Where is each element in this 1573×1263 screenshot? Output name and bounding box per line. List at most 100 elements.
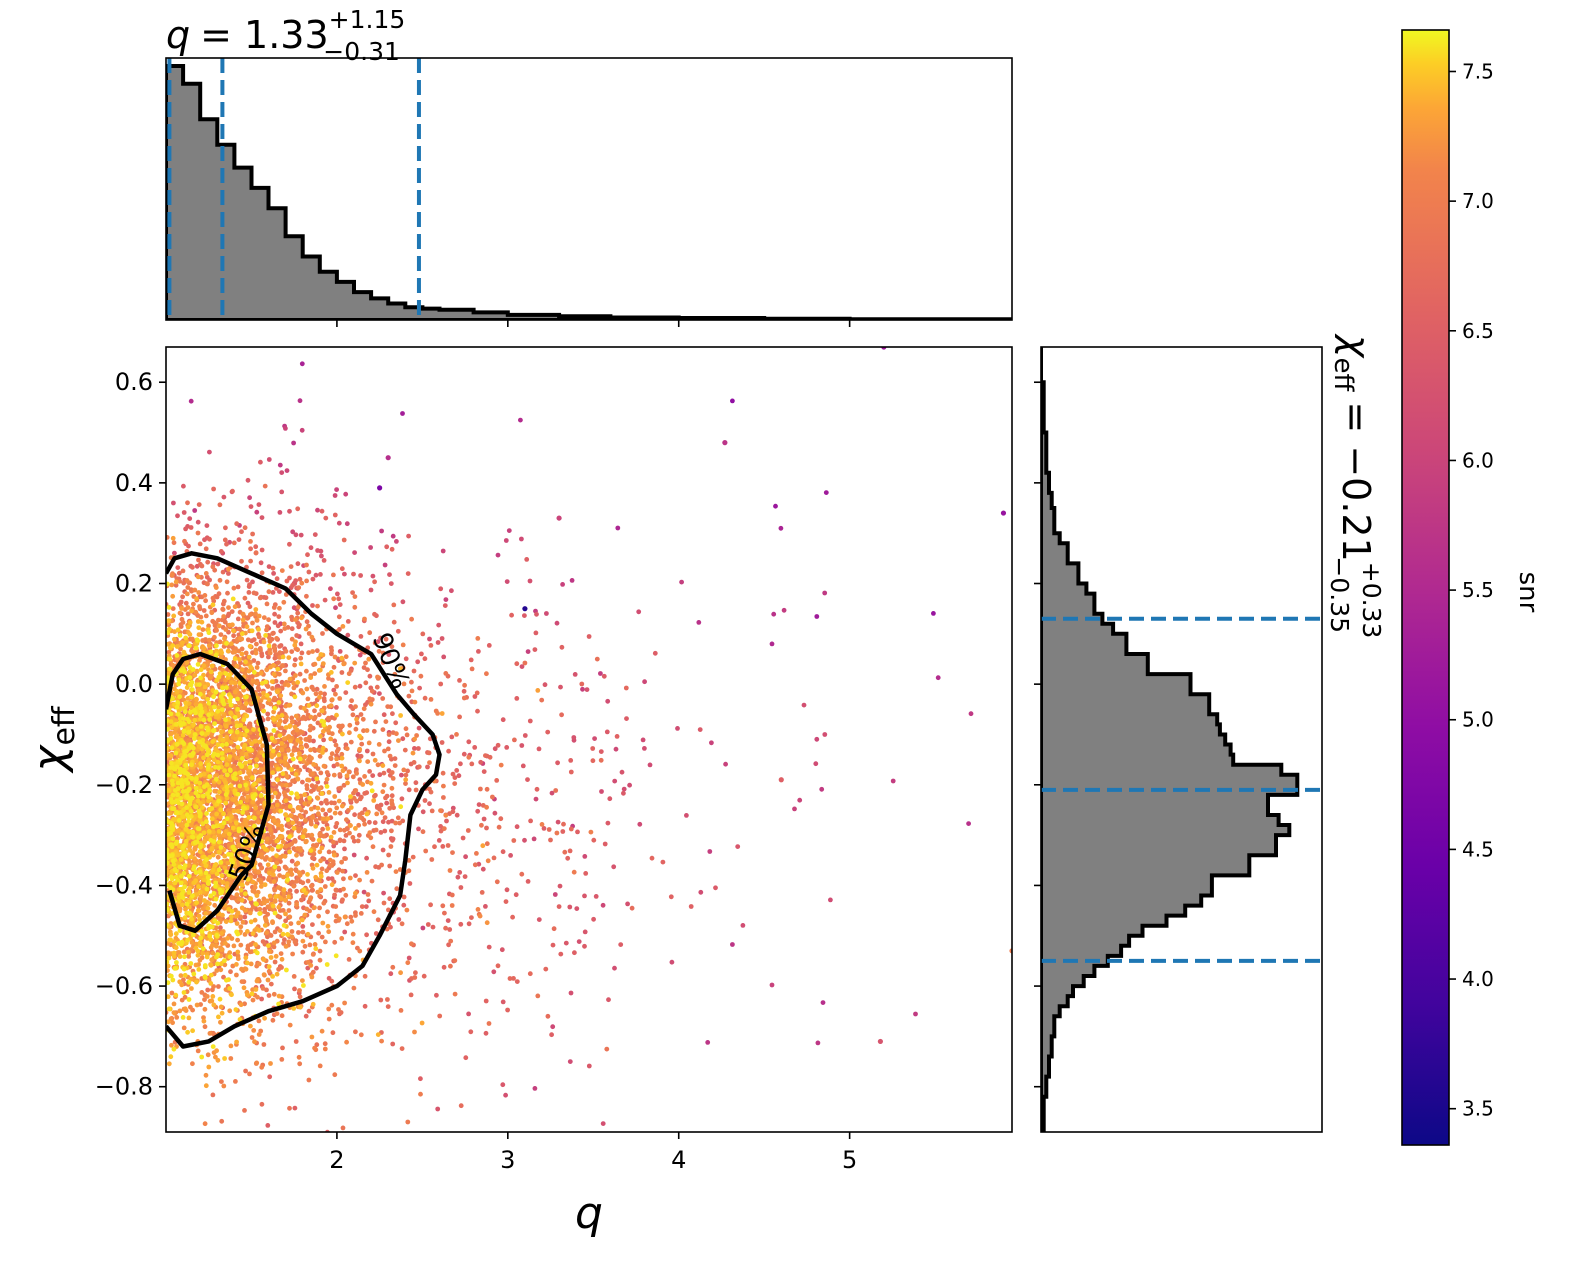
scatter-point xyxy=(508,853,513,858)
scatter-point xyxy=(181,1025,187,1031)
scatter-point xyxy=(185,611,191,617)
scatter-point xyxy=(475,907,481,912)
scatter-point xyxy=(397,820,402,826)
scatter-point xyxy=(319,508,325,514)
scatter-point xyxy=(374,811,380,817)
scatter-point xyxy=(302,912,308,918)
scatter-point xyxy=(303,809,309,815)
scatter-point xyxy=(318,572,323,577)
scatter-point xyxy=(276,614,282,619)
scatter-point xyxy=(232,604,238,610)
scatter-point xyxy=(396,738,401,743)
scatter-point xyxy=(380,789,386,795)
scatter-point xyxy=(705,1040,711,1045)
scatter-point xyxy=(598,749,604,754)
scatter-point xyxy=(230,488,235,494)
scatter-point xyxy=(353,726,359,732)
scatter-point xyxy=(289,879,295,885)
scatter-point xyxy=(223,525,228,531)
scatter-point xyxy=(216,617,221,623)
scatter-point xyxy=(642,746,647,751)
scatter-point xyxy=(332,892,337,898)
scatter-point xyxy=(343,892,349,898)
scatter-point xyxy=(292,986,297,992)
scatter-point xyxy=(286,939,292,945)
scatter-point xyxy=(409,941,414,947)
scatter-point xyxy=(281,621,287,627)
scatter-point xyxy=(261,615,267,620)
scatter-point xyxy=(481,816,487,822)
scatter-point xyxy=(293,879,299,884)
scatter-point xyxy=(412,975,418,980)
scatter-point xyxy=(275,745,281,751)
scatter-point xyxy=(278,804,284,810)
scatter-point xyxy=(357,796,363,802)
scatter-point xyxy=(455,874,461,880)
scatter-point xyxy=(480,866,486,872)
scatter-point xyxy=(556,904,562,909)
scatter-point xyxy=(290,582,295,588)
scatter-point xyxy=(331,664,337,670)
scatter-point xyxy=(291,685,297,691)
scatter-point xyxy=(504,745,510,750)
scatter-point xyxy=(385,746,391,752)
scatter-point xyxy=(310,771,316,777)
scatter-point xyxy=(387,896,393,902)
scatter-point xyxy=(198,894,204,899)
scatter-point xyxy=(175,513,180,519)
scatter-point xyxy=(543,966,549,972)
q-marginal-title: q = 1.33+1.15 −0.31 xyxy=(166,5,405,66)
scatter-point xyxy=(598,671,603,676)
scatter-point xyxy=(242,595,248,601)
scatter-point xyxy=(400,599,406,605)
scatter-point xyxy=(558,684,563,690)
scatter-point xyxy=(495,552,501,558)
scatter-point xyxy=(227,803,233,809)
scatter-point xyxy=(293,532,299,538)
scatter-point xyxy=(187,859,193,865)
scatter-point xyxy=(227,1008,233,1014)
scatter-point xyxy=(357,814,363,820)
scatter-point xyxy=(308,789,314,794)
scatter-point xyxy=(304,578,309,584)
scatter-point xyxy=(769,641,775,647)
scatter-point xyxy=(288,921,294,926)
scatter-point xyxy=(196,632,202,637)
scatter-point xyxy=(486,1021,492,1026)
scatter-point xyxy=(281,736,287,742)
scatter-point xyxy=(525,879,531,884)
scatter-point xyxy=(235,584,241,590)
scatter-point xyxy=(204,581,210,587)
scatter-point xyxy=(252,810,258,816)
scatter-point xyxy=(366,898,372,904)
scatter-point xyxy=(280,782,285,788)
scatter-point xyxy=(340,868,345,874)
scatter-point xyxy=(205,1052,211,1058)
scatter-point xyxy=(173,582,179,588)
scatter-point xyxy=(322,884,328,889)
scatter-point xyxy=(373,719,378,725)
scatter-point xyxy=(274,860,280,866)
scatter-point xyxy=(549,790,555,796)
scatter-point xyxy=(205,987,211,993)
scatter-point xyxy=(418,1091,423,1097)
scatter-point xyxy=(384,544,390,550)
scatter-point xyxy=(590,746,596,751)
scatter-point xyxy=(503,899,509,904)
scatter-point xyxy=(688,904,694,909)
scatter-point xyxy=(337,696,343,701)
scatter-point xyxy=(302,828,308,833)
scatter-point xyxy=(372,611,377,617)
scatter-point xyxy=(256,810,261,815)
scatter-point xyxy=(336,520,342,526)
scatter-point xyxy=(286,908,292,913)
scatter-point xyxy=(393,720,399,726)
scatter-point xyxy=(283,782,289,788)
scatter-point xyxy=(221,614,227,619)
scatter-point xyxy=(229,895,235,901)
scatter-point xyxy=(466,754,472,760)
scatter-point xyxy=(178,646,183,652)
scatter-point xyxy=(237,626,242,632)
scatter-point xyxy=(179,606,185,611)
scatter-point xyxy=(333,691,338,697)
